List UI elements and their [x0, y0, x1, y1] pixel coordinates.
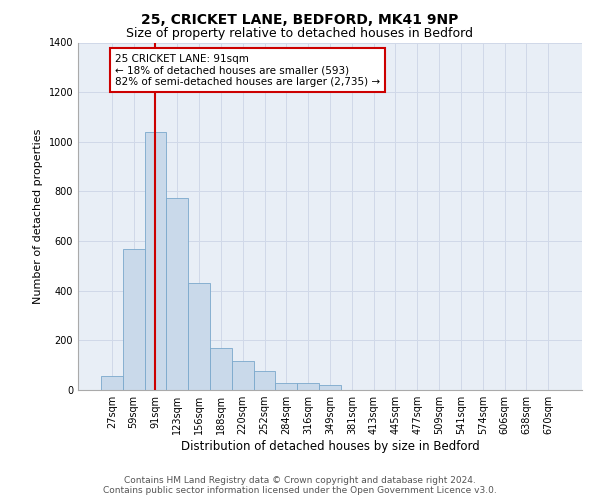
- Text: Size of property relative to detached houses in Bedford: Size of property relative to detached ho…: [127, 28, 473, 40]
- Text: Contains HM Land Registry data © Crown copyright and database right 2024.
Contai: Contains HM Land Registry data © Crown c…: [103, 476, 497, 495]
- Bar: [145, 132, 166, 390]
- Bar: [254, 372, 275, 390]
- X-axis label: Distribution of detached houses by size in Bedford: Distribution of detached houses by size …: [181, 440, 479, 453]
- Text: 25, CRICKET LANE, BEDFORD, MK41 9NP: 25, CRICKET LANE, BEDFORD, MK41 9NP: [142, 12, 458, 26]
- Bar: [101, 376, 123, 390]
- Bar: [210, 348, 232, 390]
- Text: 25 CRICKET LANE: 91sqm
← 18% of detached houses are smaller (593)
82% of semi-de: 25 CRICKET LANE: 91sqm ← 18% of detached…: [115, 54, 380, 87]
- Bar: [123, 248, 145, 390]
- Bar: [319, 385, 341, 390]
- Bar: [297, 382, 319, 390]
- Bar: [232, 362, 254, 390]
- Bar: [275, 382, 297, 390]
- Y-axis label: Number of detached properties: Number of detached properties: [33, 128, 43, 304]
- Bar: [188, 284, 210, 390]
- Bar: [166, 198, 188, 390]
